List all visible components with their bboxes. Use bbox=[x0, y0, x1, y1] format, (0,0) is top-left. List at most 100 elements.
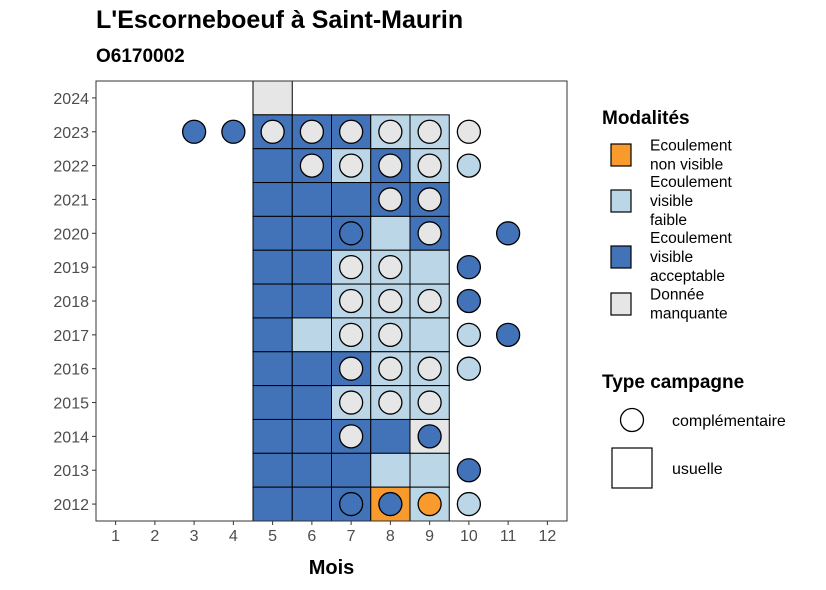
legend-label-vf: faible bbox=[650, 212, 687, 229]
legend-type-label: complémentaire bbox=[672, 413, 786, 430]
usuelle-cell-2016-6 bbox=[291, 351, 332, 387]
usuelle-cell-2012-5 bbox=[252, 486, 293, 522]
complementaire-point-2021-9 bbox=[417, 187, 442, 212]
complementaire-point-2015-7 bbox=[338, 390, 364, 415]
x-tick-label: 5 bbox=[268, 528, 277, 545]
complementaire-point-2019-8 bbox=[378, 255, 403, 280]
usuelle-cell-2013-9 bbox=[409, 452, 450, 488]
legend-key-dm bbox=[610, 292, 632, 316]
usuelle-cell-2021-7 bbox=[331, 182, 372, 217]
complementaire-point-2016-8 bbox=[378, 356, 403, 381]
y-tick-label: 2023 bbox=[53, 125, 89, 142]
legend-key-circle bbox=[619, 407, 645, 433]
usuelle-cell-2019-6 bbox=[291, 249, 332, 285]
usuelle-cell-2017-9 bbox=[409, 317, 450, 353]
complementaire-point-2012-10 bbox=[456, 491, 482, 517]
complementaire-point-2023-9 bbox=[417, 119, 442, 144]
x-tick-label: 3 bbox=[190, 528, 199, 545]
x-tick-label: 7 bbox=[347, 528, 356, 545]
usuelle-cell-2013-7 bbox=[331, 452, 372, 488]
complementaire-point-2022-10 bbox=[456, 153, 482, 178]
complementaire-point-2016-10 bbox=[456, 356, 482, 381]
legend-key-nv bbox=[610, 143, 632, 167]
complementaire-point-2018-10 bbox=[456, 288, 482, 314]
legend-label-dm: Donnée bbox=[650, 287, 704, 304]
usuelle-cell-2021-5 bbox=[252, 182, 293, 217]
y-tick-label: 2018 bbox=[53, 294, 89, 311]
complementaire-point-2017-10 bbox=[456, 322, 482, 347]
complementaire-point-2018-9 bbox=[417, 288, 442, 314]
legend-label-nv: non visible bbox=[650, 157, 723, 174]
legend-type-label: usuelle bbox=[672, 461, 723, 478]
y-tick-label: 2024 bbox=[53, 91, 89, 108]
complementaire-point-2015-8 bbox=[378, 390, 403, 415]
y-tick-label: 2022 bbox=[53, 159, 89, 176]
usuelle-cell-2014-5 bbox=[252, 418, 293, 454]
complementaire-point-2022-7 bbox=[338, 153, 364, 178]
complementaire-point-2023-10 bbox=[456, 119, 482, 144]
x-tick-label: 11 bbox=[500, 528, 517, 545]
usuelle-cell-2015-6 bbox=[291, 385, 332, 420]
complementaire-point-2017-11 bbox=[495, 322, 521, 347]
complementaire-point-2023-5 bbox=[260, 119, 285, 144]
complementaire-point-2018-7 bbox=[338, 288, 364, 314]
complementaire-point-2022-9 bbox=[417, 153, 442, 178]
complementaire-point-2012-9 bbox=[417, 491, 442, 517]
complementaire-point-2015-9 bbox=[417, 390, 442, 415]
usuelle-cell-2017-6 bbox=[291, 317, 332, 353]
complementaire-point-2014-7 bbox=[338, 424, 364, 449]
complementaire-point-2022-8 bbox=[378, 153, 403, 178]
complementaire-point-2023-8 bbox=[378, 119, 403, 144]
usuelle-cell-2018-6 bbox=[291, 283, 332, 319]
x-tick-label: 2 bbox=[150, 528, 159, 545]
complementaire-point-2017-7 bbox=[338, 322, 364, 347]
complementaire-point-2016-7 bbox=[338, 356, 364, 381]
complementaire-point-2023-6 bbox=[299, 119, 325, 144]
complementaire-point-2022-6 bbox=[299, 153, 325, 178]
x-tick-label: 8 bbox=[386, 528, 395, 545]
complementaire-point-2016-9 bbox=[417, 356, 442, 381]
usuelle-cell-2020-5 bbox=[252, 215, 293, 251]
legend-key-square bbox=[611, 447, 653, 489]
complementaire-point-2012-7 bbox=[338, 491, 364, 517]
complementaire-point-2018-8 bbox=[378, 288, 403, 314]
complementaire-point-2020-7 bbox=[338, 221, 364, 246]
complementaire-point-2023-7 bbox=[338, 119, 364, 144]
legend-label-vf: visible bbox=[650, 193, 693, 210]
usuelle-cell-2016-5 bbox=[252, 351, 293, 387]
y-tick-label: 2021 bbox=[53, 192, 89, 209]
y-tick-label: 2015 bbox=[53, 396, 89, 413]
complementaire-point-2019-7 bbox=[338, 255, 364, 280]
usuelle-cell-2015-5 bbox=[252, 385, 293, 420]
usuelle-cell-2013-5 bbox=[252, 452, 293, 488]
complementaire-point-2021-8 bbox=[378, 187, 403, 212]
y-tick-label: 2013 bbox=[53, 463, 89, 480]
usuelle-cell-2024-5 bbox=[252, 80, 293, 116]
usuelle-cell-2018-5 bbox=[252, 283, 293, 319]
usuelle-cell-2017-5 bbox=[252, 317, 293, 353]
legend-label-va: Ecoulement bbox=[650, 230, 733, 247]
complementaire-point-2017-8 bbox=[378, 322, 403, 347]
legend-label-vf: Ecoulement bbox=[650, 174, 733, 191]
usuelle-cell-2020-6 bbox=[291, 215, 332, 251]
complementaire-point-2012-8 bbox=[378, 491, 403, 517]
complementaire-point-2019-10 bbox=[456, 255, 482, 280]
legend-label-va: acceptable bbox=[650, 268, 725, 285]
legend-key-vf bbox=[610, 189, 632, 213]
y-tick-label: 2017 bbox=[53, 328, 89, 345]
usuelle-cell-2021-6 bbox=[291, 182, 332, 217]
usuelle-cell-2020-8 bbox=[370, 215, 411, 251]
legend-key-va bbox=[610, 245, 632, 269]
legend-modalites-title: Modalités bbox=[602, 108, 690, 129]
usuelle-cell-2014-6 bbox=[291, 418, 332, 454]
usuelle-cell-2013-6 bbox=[291, 452, 332, 488]
chart-subtitle: O6170002 bbox=[96, 46, 185, 67]
x-tick-label: 9 bbox=[425, 528, 434, 545]
x-tick-label: 1 bbox=[111, 528, 120, 545]
x-tick-label: 4 bbox=[229, 528, 238, 545]
chart-title: L'Escorneboeuf à Saint-Maurin bbox=[96, 6, 464, 34]
complementaire-point-2023-3 bbox=[181, 119, 207, 144]
legend-label-va: visible bbox=[650, 249, 693, 266]
